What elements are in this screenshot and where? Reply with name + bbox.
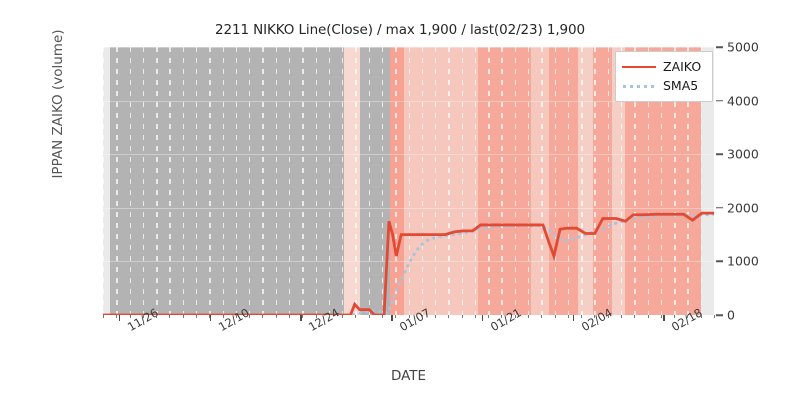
y-tick-label: 0	[727, 307, 735, 323]
x-tick-minor-mark	[461, 315, 463, 318]
x-tick-minor-mark	[209, 315, 211, 318]
y-tick-mark	[716, 153, 723, 155]
legend-label-zaiko: ZAIKO	[663, 59, 702, 74]
x-tick-minor-mark	[355, 315, 357, 318]
x-tick-mark	[663, 315, 665, 321]
x-tick-minor-mark	[381, 315, 383, 318]
x-tick-minor-mark	[116, 315, 118, 318]
background-band	[359, 47, 391, 315]
x-tick-mark	[391, 315, 393, 321]
background-band	[390, 47, 404, 315]
x-tick-minor-mark	[488, 315, 490, 318]
x-tick-minor-mark	[342, 315, 344, 318]
background-band	[403, 47, 478, 315]
x-tick-minor-mark	[328, 315, 330, 318]
x-tick-minor-mark	[275, 315, 277, 318]
background-band	[549, 47, 579, 315]
background-band	[477, 47, 531, 315]
y-tick-mark	[716, 314, 723, 316]
x-tick-minor-mark	[634, 315, 636, 318]
legend-label-sma5: SMA5	[663, 78, 699, 93]
x-tick-minor-mark	[182, 315, 184, 318]
chart-legend[interactable]: ZAIKO SMA5	[615, 51, 713, 102]
x-tick-minor-mark	[607, 315, 609, 318]
x-tick-mark	[572, 315, 575, 321]
x-tick-minor-mark	[103, 315, 104, 318]
x-tick-minor-mark	[142, 315, 144, 318]
background-band	[578, 47, 593, 315]
x-axis-label: DATE	[390, 368, 427, 384]
x-tick-minor-mark	[528, 315, 530, 318]
x-tick-minor-mark	[169, 315, 171, 318]
x-tick-minor-mark	[408, 315, 410, 318]
x-tick-label: 01/21	[487, 305, 524, 335]
y-tick-mark	[716, 99, 723, 102]
x-tick-label: 11/26	[124, 305, 161, 335]
x-tick-mark	[300, 315, 302, 321]
x-tick-minor-mark	[700, 315, 702, 318]
y-tick-mark	[716, 207, 723, 209]
x-tick-minor-mark	[302, 315, 304, 318]
x-tick-mark	[118, 315, 121, 321]
x-tick-minor-mark	[222, 315, 224, 318]
x-tick-minor-mark	[501, 315, 503, 318]
legend-swatch-zaiko-icon	[622, 61, 656, 73]
x-tick-minor-mark	[621, 315, 623, 318]
x-tick-minor-mark	[514, 315, 516, 318]
x-tick-minor-mark	[235, 315, 237, 318]
x-tick-minor-mark	[660, 315, 662, 318]
x-tick-label: 02/04	[578, 305, 615, 335]
background-band	[110, 47, 344, 315]
background-band	[530, 47, 550, 315]
x-tick-mark	[481, 315, 484, 321]
y-tick-label: 3000	[727, 146, 759, 162]
x-tick-minor-mark	[474, 315, 476, 318]
y-tick-mark	[716, 260, 723, 263]
x-tick-label: 12/24	[306, 305, 343, 335]
x-tick-minor-mark	[541, 315, 543, 318]
y-tick-label: 5000	[727, 39, 759, 55]
x-tick-minor-mark	[647, 315, 649, 318]
chart-title: 2211 NIKKO Line(Close) / max 1,900 / las…	[215, 22, 585, 38]
x-tick-minor-mark	[687, 315, 689, 318]
x-tick-minor-mark	[249, 315, 251, 318]
y-axis-label: IPPAN ZAIKO (volume)	[50, 29, 66, 179]
y-tick-label: 2000	[727, 200, 759, 216]
x-tick-minor-mark	[262, 315, 264, 318]
x-tick-label: 12/10	[215, 305, 252, 335]
plot-area	[103, 47, 714, 315]
y-tick-label: 4000	[727, 93, 759, 109]
x-tick-minor-mark	[714, 315, 715, 318]
x-tick-label: 02/18	[669, 305, 705, 335]
legend-item-zaiko[interactable]: ZAIKO	[622, 57, 706, 76]
x-tick-label: 01/07	[397, 305, 434, 335]
x-tick-minor-mark	[567, 315, 569, 318]
x-tick-minor-mark	[156, 315, 158, 318]
y-tick-label: 1000	[727, 253, 759, 269]
x-tick-minor-mark	[368, 315, 370, 318]
background-band	[593, 47, 612, 315]
legend-swatch-sma5-icon	[622, 80, 656, 92]
x-tick-minor-mark	[129, 315, 131, 318]
x-tick-minor-mark	[674, 315, 676, 318]
x-tick-minor-mark	[581, 315, 583, 318]
x-tick-minor-mark	[195, 315, 197, 318]
x-tick-minor-mark	[395, 315, 397, 318]
x-tick-mark	[209, 315, 212, 321]
x-tick-minor-mark	[594, 315, 596, 318]
x-tick-minor-mark	[435, 315, 437, 318]
legend-item-sma5[interactable]: SMA5	[622, 76, 706, 95]
x-tick-minor-mark	[554, 315, 556, 318]
background-band	[103, 47, 111, 315]
y-tick-mark	[716, 46, 723, 48]
x-tick-minor-mark	[288, 315, 290, 318]
x-tick-minor-mark	[448, 315, 450, 318]
x-tick-minor-mark	[315, 315, 317, 318]
x-tick-minor-mark	[421, 315, 423, 318]
background-band	[343, 47, 360, 315]
